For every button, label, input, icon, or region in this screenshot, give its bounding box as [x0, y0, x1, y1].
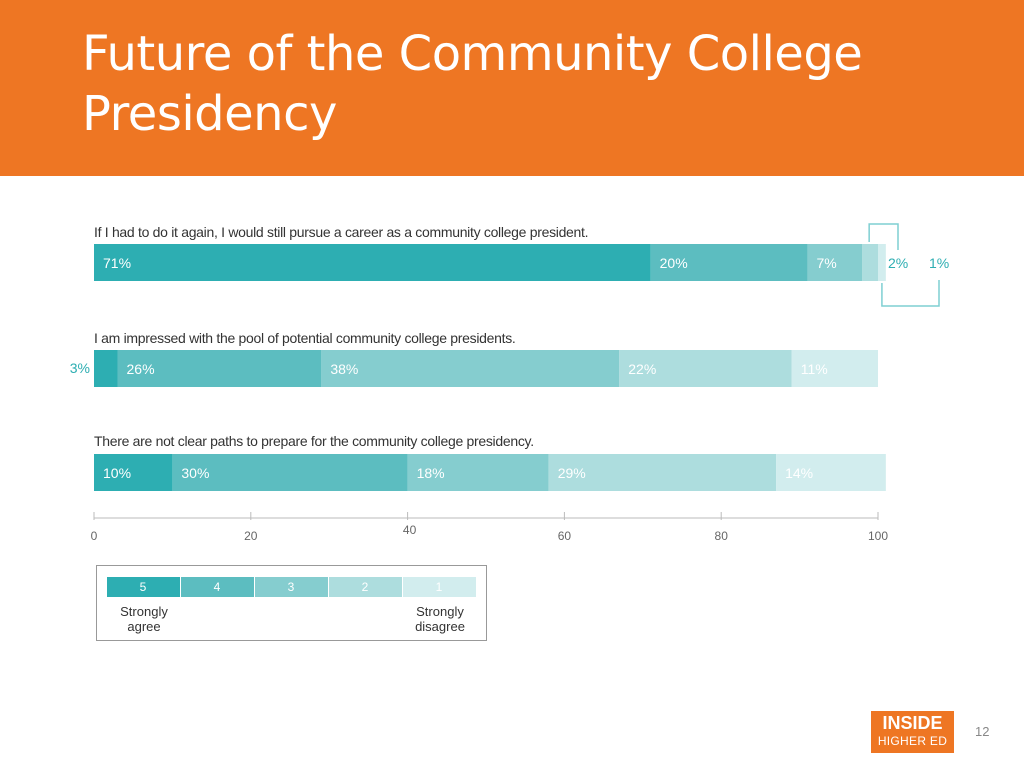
- x-tick-label: 0: [91, 529, 98, 543]
- question-label: If I had to do it again, I would still p…: [94, 224, 588, 240]
- bar-segment: [117, 350, 322, 387]
- legend-swatch-label: 3: [288, 580, 295, 594]
- legend-swatch: [255, 577, 328, 597]
- legend-swatch: [329, 577, 402, 597]
- bar-segment: [172, 454, 408, 491]
- data-label: 11%: [801, 361, 828, 377]
- outside-data-label: 1%: [929, 255, 949, 271]
- bar-segment: [878, 244, 886, 281]
- question-label: There are not clear paths to prepare for…: [94, 433, 534, 449]
- data-label: 30%: [181, 465, 209, 481]
- x-tick-label: 20: [244, 529, 258, 543]
- bar-segment: [807, 244, 863, 281]
- x-tick-label: 40: [403, 523, 417, 537]
- bar-segment: [650, 244, 808, 281]
- outside-data-label: 2%: [888, 255, 908, 271]
- data-label: 14%: [785, 465, 813, 481]
- bar-segment: [321, 350, 620, 387]
- legend-swatch: [403, 577, 476, 597]
- legend-swatch-label: 1: [436, 580, 443, 594]
- slide-header: Future of the Community College Presiden…: [0, 0, 1024, 176]
- legend-swatch-label: 2: [362, 580, 369, 594]
- bar-segment: [94, 350, 118, 387]
- data-label: 20%: [660, 255, 688, 271]
- legend-high-label: Strongly disagree: [415, 604, 465, 634]
- bar-segment: [791, 350, 878, 387]
- bar-segment: [776, 454, 886, 491]
- bar-segment: [407, 454, 549, 491]
- label-connector: [881, 280, 940, 307]
- bar-segment: [548, 454, 777, 491]
- legend-swatch-label: 5: [140, 580, 147, 594]
- data-label: 22%: [628, 361, 656, 377]
- data-label: 18%: [417, 465, 445, 481]
- bar-segment: [94, 454, 173, 491]
- legend-swatch-label: 4: [214, 580, 221, 594]
- slide-title: Future of the Community College Presiden…: [82, 26, 863, 142]
- x-tick-label: 100: [868, 529, 888, 543]
- logo-line-1: INSIDE: [882, 713, 943, 733]
- x-tick-label: 60: [558, 529, 572, 543]
- data-label: 10%: [103, 465, 131, 481]
- label-connector: [868, 223, 899, 250]
- data-label: 26%: [127, 361, 155, 377]
- inside-higher-ed-logo: INSIDE HIGHER ED: [871, 711, 954, 753]
- legend-swatch: [181, 577, 254, 597]
- data-label: 29%: [558, 465, 586, 481]
- logo-line-2: HIGHER ED: [877, 734, 948, 748]
- data-label: 38%: [330, 361, 358, 377]
- x-tick-label: 80: [715, 529, 729, 543]
- outside-data-label: 3%: [70, 360, 90, 376]
- data-label: 7%: [816, 255, 836, 271]
- bar-segment: [94, 244, 651, 281]
- legend-low-label: Strongly agree: [120, 604, 168, 634]
- page-number: 12: [975, 724, 990, 739]
- bar-segment: [862, 244, 878, 281]
- question-label: I am impressed with the pool of potentia…: [94, 330, 515, 346]
- data-label: 71%: [103, 255, 131, 271]
- legend-swatch: [107, 577, 180, 597]
- bar-segment: [619, 350, 792, 387]
